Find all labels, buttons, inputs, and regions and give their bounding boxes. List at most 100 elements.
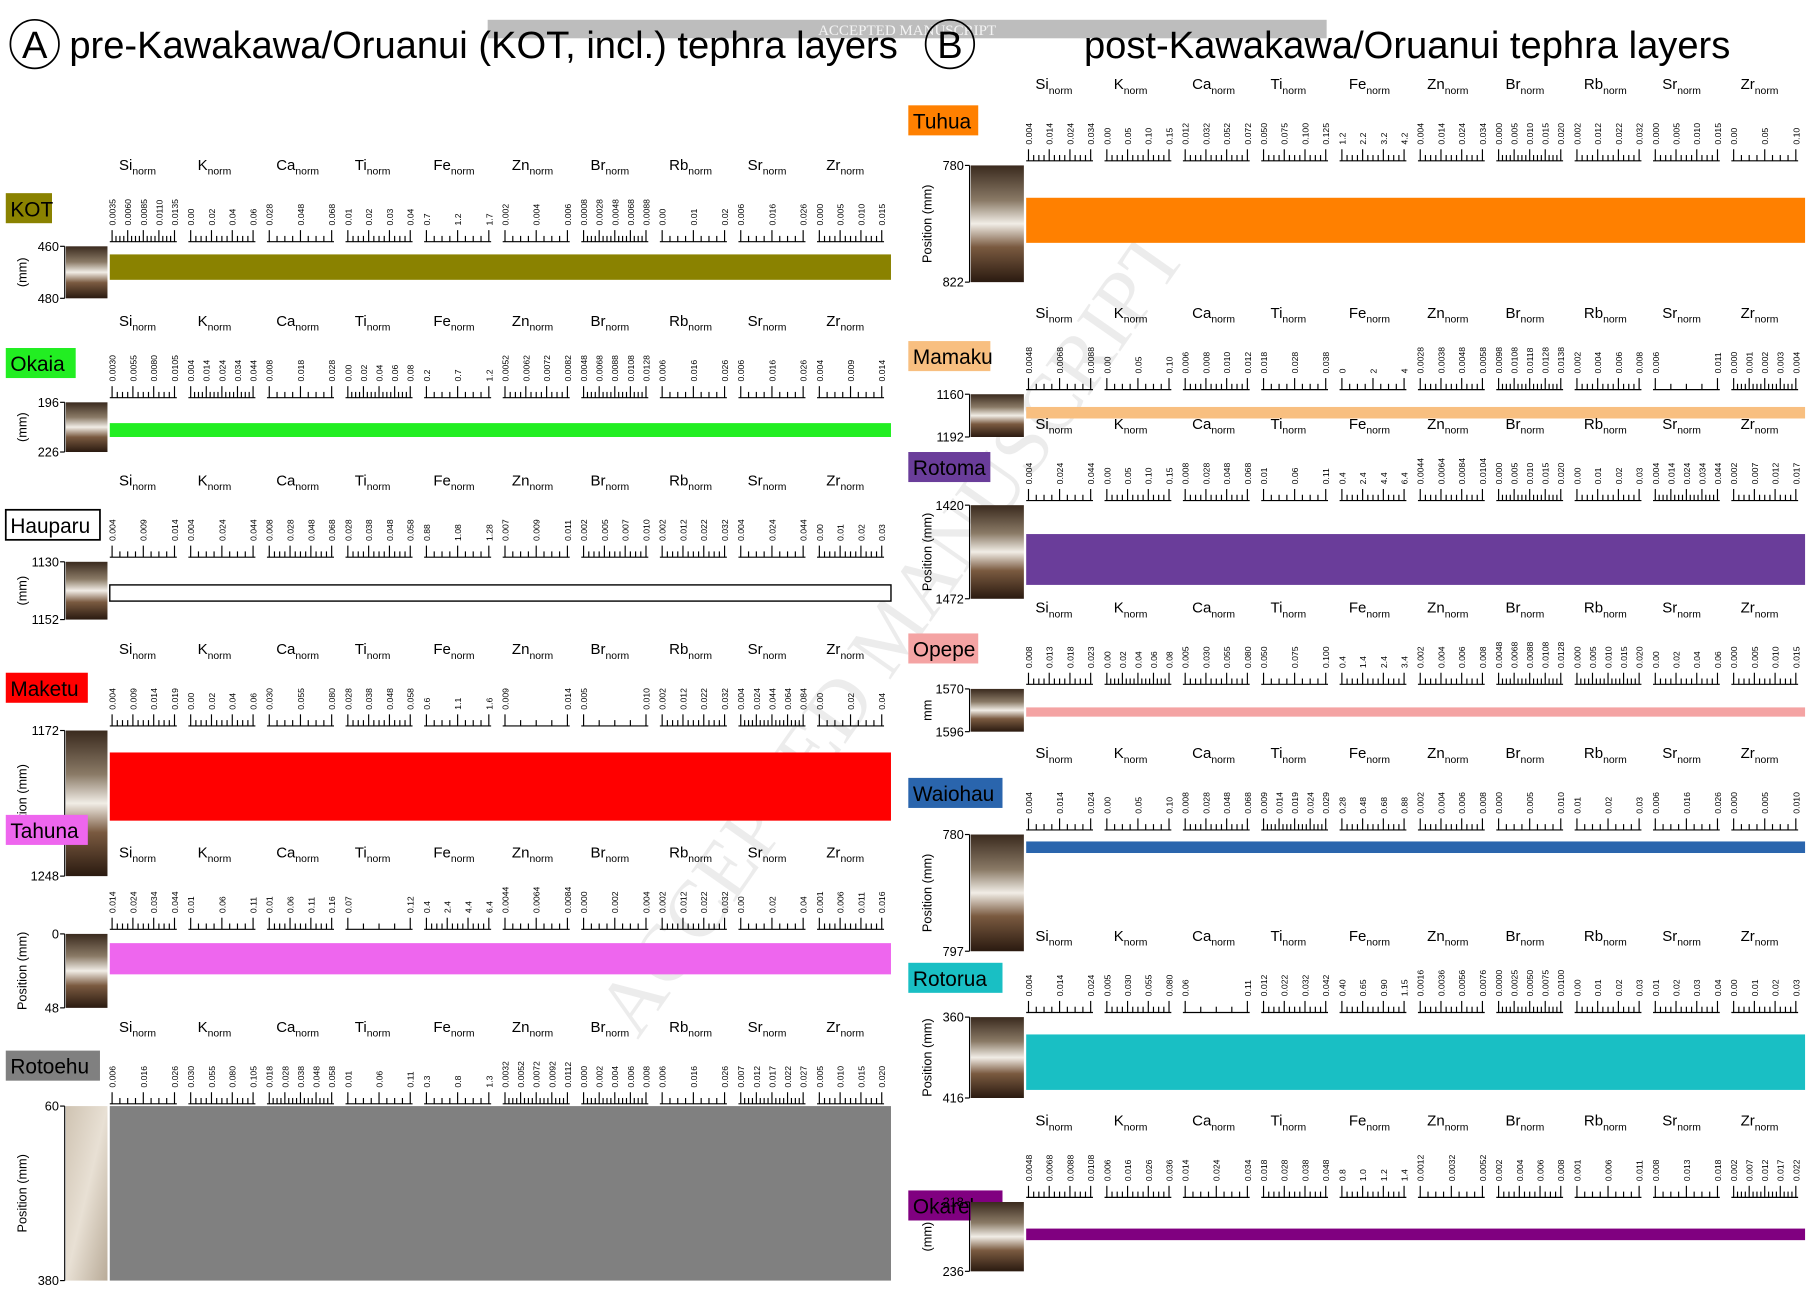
element-symbol: Zr — [826, 845, 840, 862]
scale-tick-label: 0.0025 — [1510, 970, 1520, 997]
element-name: Brnorm — [591, 157, 630, 178]
scale-tick-label: 0.000 — [1494, 123, 1504, 145]
element-name: Brnorm — [1506, 745, 1545, 766]
element-name: Srnorm — [748, 313, 787, 334]
element-symbol: Ti — [355, 845, 367, 862]
scale-tick-label: 0.3 — [422, 1075, 432, 1087]
element-name: Fenorm — [433, 473, 474, 494]
element-name: Fenorm — [433, 313, 474, 334]
scale-tick-label: 0.0052 — [516, 1061, 526, 1088]
scale-tick-label: 0.026 — [1144, 1159, 1154, 1181]
scale-tick-label: 0.02 — [207, 208, 217, 225]
scale-tick-label: 0.016 — [689, 360, 699, 382]
layer-label: Mamaku — [913, 346, 993, 369]
scale-tick-label: 0.4 — [1337, 472, 1347, 484]
depth-axis-title: Position (mm) — [919, 1018, 934, 1096]
scale-tick-label: 2.4 — [443, 901, 453, 913]
scale-tick-label: 0.068 — [327, 519, 337, 541]
element-symbol: Sr — [1662, 1113, 1677, 1130]
scale-tick-label: 0.026 — [799, 360, 809, 382]
element-subscript: norm — [451, 1029, 475, 1040]
scale-tick-label: 0.012 — [678, 688, 688, 710]
element-symbol: Fe — [433, 157, 451, 174]
scale-tick-label: 0.005 — [815, 1066, 825, 1088]
scale-tick-label: 0.034 — [149, 891, 159, 913]
core-image — [971, 165, 1024, 282]
scale-tick-label: 0.0008 — [579, 199, 589, 226]
scale-tick-label: 0.100 — [1300, 123, 1310, 145]
depth-label: 1570 — [936, 682, 964, 697]
element-subscript: norm — [1677, 86, 1701, 97]
scale-tick-label: 0.07 — [343, 896, 353, 913]
scale-tick-label: 0.002 — [579, 519, 589, 541]
element-symbol: Fe — [1349, 1113, 1367, 1130]
element-symbol: Zr — [1741, 745, 1755, 762]
element-subscript: norm — [1282, 609, 1306, 620]
scale-tick-label: 0.00 — [343, 364, 353, 381]
element-name: Sinorm — [119, 313, 156, 334]
scale-tick-label: 0.0072 — [532, 1061, 542, 1088]
element-name: Znnorm — [1427, 928, 1468, 949]
scale-tick-label: 0.002 — [658, 688, 668, 710]
scale-tick-label: 0.020 — [1635, 646, 1645, 668]
scale-tick-label: 0.032 — [1300, 974, 1310, 996]
scale-tick-label: 0.11 — [1321, 468, 1331, 484]
scale-tick-label: 0.03 — [877, 524, 887, 541]
scale-tick-label: 0.008 — [1024, 646, 1034, 668]
element-name: Knorm — [198, 157, 232, 178]
depth-label: 48 — [45, 1000, 59, 1015]
element-symbol: Sr — [748, 845, 763, 862]
element-symbol: Zr — [826, 157, 840, 174]
element-name: Brnorm — [591, 313, 630, 334]
element-subscript: norm — [529, 854, 553, 865]
element-symbol: Zr — [1741, 305, 1755, 322]
scale-tick-label: 0.017 — [767, 1066, 777, 1088]
element-subscript: norm — [451, 651, 475, 662]
element-subscript: norm — [1603, 755, 1627, 766]
element-name: Brnorm — [1506, 305, 1545, 326]
scale-tick-label: 0.02 — [1771, 979, 1781, 996]
element-name: Knorm — [1114, 928, 1148, 949]
scale-tick-label: 0.000 — [1651, 123, 1661, 145]
element-subscript: norm — [606, 323, 630, 334]
element-symbol: Ca — [1192, 928, 1212, 945]
scale-tick-label: 0.03 — [1635, 979, 1645, 996]
depth-label: 196 — [38, 395, 59, 410]
element-subscript: norm — [295, 651, 319, 662]
element-subscript: norm — [1049, 426, 1073, 437]
scale-tick-label: 0.02 — [1614, 467, 1624, 484]
scale-tick-label: 0.05 — [1760, 128, 1770, 145]
element-name: Rbnorm — [1584, 928, 1627, 949]
element-symbol: Zr — [826, 473, 840, 490]
depth-label: 60 — [45, 1099, 59, 1114]
element-subscript: norm — [1211, 315, 1235, 326]
element-subscript: norm — [688, 1029, 712, 1040]
core-image — [971, 835, 1024, 952]
scale-tick-label: 0.002 — [1416, 646, 1426, 668]
scale-tick-label: 0.006 — [1181, 352, 1191, 374]
scale-tick-label: 0.020 — [877, 1066, 887, 1088]
element-subscript: norm — [1603, 426, 1627, 437]
scale-tick-label: 0.68 — [1379, 797, 1389, 814]
scale-tick-label: 0.0038 — [1436, 347, 1446, 374]
scale-tick-label: 4 — [1400, 368, 1410, 373]
element-name: Znnorm — [512, 641, 553, 662]
scale-tick-label: 0.002 — [658, 891, 668, 913]
element-name: Znnorm — [1427, 745, 1468, 766]
tephra-band — [1026, 534, 1805, 585]
element-subscript: norm — [763, 167, 787, 178]
scale-tick-label: 0.02 — [1671, 651, 1681, 668]
scale-tick-label: 0.032 — [720, 891, 730, 913]
scale-tick-label: 0.00 — [1102, 356, 1112, 373]
scale-tick-label: 0.0048 — [1024, 347, 1034, 374]
element-subscript: norm — [1445, 1122, 1469, 1133]
layer-label: Rotoma — [913, 457, 986, 480]
element-symbol: Si — [119, 845, 132, 862]
scale-tick-label: 0.90 — [1379, 979, 1389, 996]
element-subscript: norm — [1603, 86, 1627, 97]
element-symbol: Br — [591, 313, 606, 330]
element-name: Knorm — [198, 1019, 232, 1040]
element-name: Znnorm — [512, 473, 553, 494]
scale-tick-label: 0.0048 — [579, 355, 589, 382]
scale-tick-label: 0.016 — [139, 1066, 149, 1088]
